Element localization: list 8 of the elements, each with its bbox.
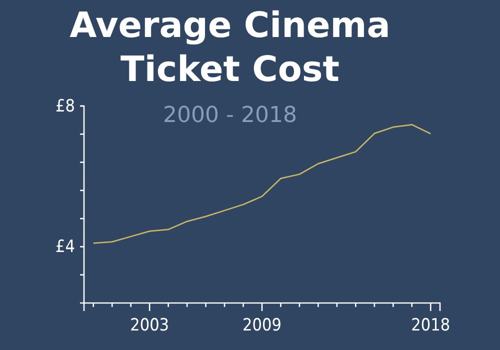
chart-title: Average Cinema Ticket Cost <box>68 5 392 92</box>
x-tick-label: 2009 <box>242 316 282 336</box>
y-tick-label: £8 <box>56 96 75 116</box>
chart-subtitle: 2000 - 2018 <box>163 103 297 128</box>
x-tick-label: 2018 <box>411 316 450 336</box>
y-tick-label: £4 <box>56 237 75 258</box>
line-series <box>92 124 432 244</box>
x-tick-label: 2003 <box>130 316 170 336</box>
